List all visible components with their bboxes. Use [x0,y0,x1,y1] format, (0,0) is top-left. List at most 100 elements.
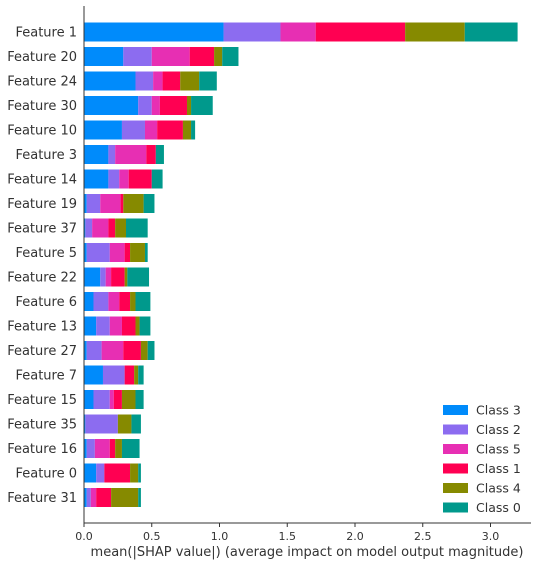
bar-segment-class-5 [90,488,97,507]
bar-segment-class-4 [405,22,465,42]
bar-segment-class-3 [84,47,124,66]
legend-label: Class 5 [476,442,521,457]
legend-swatch [443,424,468,435]
bar-segment-class-0 [138,488,141,507]
bar-segment-class-5 [144,120,158,140]
bar-segment-class-1 [104,463,131,483]
legend-swatch [443,444,468,454]
y-tick-label: Feature 0 [15,467,77,482]
bar-segment-class-0 [139,316,151,336]
bar-segment-class-1 [108,218,116,238]
bar-segment-class-1 [111,267,125,287]
bar-segment-class-5 [115,145,147,164]
y-tick-label: Feature 24 [7,75,77,90]
bar-segment-class-0 [151,169,163,189]
bar-segment-class-2 [85,218,93,238]
bar-segment-class-2 [96,463,105,483]
bar-segment-class-4 [182,120,192,140]
bar-segment-class-0 [191,120,196,140]
bar-segment-class-2 [108,145,116,164]
bar-segment-class-1 [96,488,112,507]
bar-segment-class-1 [146,145,156,164]
bar-segment-class-3 [84,341,87,360]
bar-segment-class-1 [119,292,131,311]
bar-segment-class-1 [162,71,181,91]
bar-segment-class-2 [135,71,154,91]
y-tick-label: Feature 1 [15,26,77,41]
bar-segment-class-5 [92,218,109,238]
bar-segment-class-5 [100,194,121,213]
bar-segment-class-3 [84,22,224,42]
bar-segment-class-5 [280,22,316,42]
y-tick-label: Feature 20 [7,50,77,65]
x-tick-label: 2.0 [346,530,364,543]
legend-label: Class 2 [476,422,521,437]
legend-swatch [443,405,468,415]
x-tick-label: 0.0 [75,530,93,543]
bar-segment-class-0 [131,414,141,434]
bar-segment-class-2 [93,390,110,409]
bar-segment-class-4 [111,488,139,507]
legend-label: Class 3 [476,403,521,418]
bar-segment-class-0 [147,341,155,360]
bar-segment-class-2 [93,292,109,311]
bar-segment-class-2 [86,341,102,360]
bar-segment-class-1 [128,169,152,189]
bar-segment-class-2 [86,488,91,507]
x-tick-label: 1.0 [211,530,229,543]
bar-segment-class-3 [84,365,103,385]
bar-segment-class-3 [84,71,136,91]
bar-segment-class-0 [143,194,155,213]
bar-segment-class-3 [84,218,86,238]
bar-segment-class-0 [155,145,164,164]
bar-segment-class-0 [199,71,217,91]
bar-segment-class-0 [135,292,151,311]
y-axis-labels: Feature 1 Feature 20 Feature 24 Feature 30 F… [7,26,77,507]
bar-segment-class-2 [100,267,106,287]
x-tick-label: 2.5 [414,530,432,543]
bar-segment-class-4 [180,71,200,91]
bar-segment-class-2 [108,169,120,189]
bar-segment-class-4 [115,218,126,238]
bar-segment-class-4 [134,365,139,385]
bar-segment-class-5 [109,316,122,336]
bar-segment-class-0 [144,243,148,262]
bar-segment-class-1 [315,22,406,42]
bar-segment-class-0 [127,267,150,287]
bar-segment-class-5 [151,96,160,115]
bar-segment-class-1 [159,96,187,115]
y-tick-label: Feature 37 [7,222,77,237]
y-tick-label: Feature 6 [15,295,77,310]
bar-segment-class-5 [119,169,129,189]
bar-segment-class-3 [84,414,86,434]
bar-segment-class-3 [84,243,87,262]
bar-segment-class-2 [102,365,125,385]
bar-segment-class-4 [130,243,145,262]
bar-segment-class-4 [186,96,192,115]
legend-swatch [443,502,468,513]
bar-segment-class-3 [84,145,109,164]
bar-segment-class-0 [222,47,239,66]
bar-segment-class-4 [135,316,140,336]
bar-segment-class-4 [115,439,122,458]
bar-segment-class-5 [101,341,124,360]
bar-segment-class-3 [84,267,101,287]
bar-segment-class-4 [121,390,136,409]
bar-segment-class-3 [84,96,139,115]
y-tick-label: Feature 14 [7,173,77,188]
bar-segment-class-2 [96,316,110,336]
bar-segment-class-2 [223,22,281,42]
legend-swatch [443,483,468,493]
x-axis-title: mean(|SHAP value|) (average impact on mo… [91,545,524,560]
bar-segment-class-1 [113,390,122,409]
bar-segment-class-3 [84,169,109,189]
bar-segment-class-4 [214,47,223,66]
legend-label: Class 1 [476,461,521,476]
bar-segment-class-3 [84,292,94,311]
bar-segment-class-0 [121,439,140,458]
bar-segment-class-1 [157,120,183,140]
bar-segment-class-0 [191,96,213,115]
bar-segment-class-2 [86,439,95,458]
y-tick-label: Feature 5 [15,246,77,261]
